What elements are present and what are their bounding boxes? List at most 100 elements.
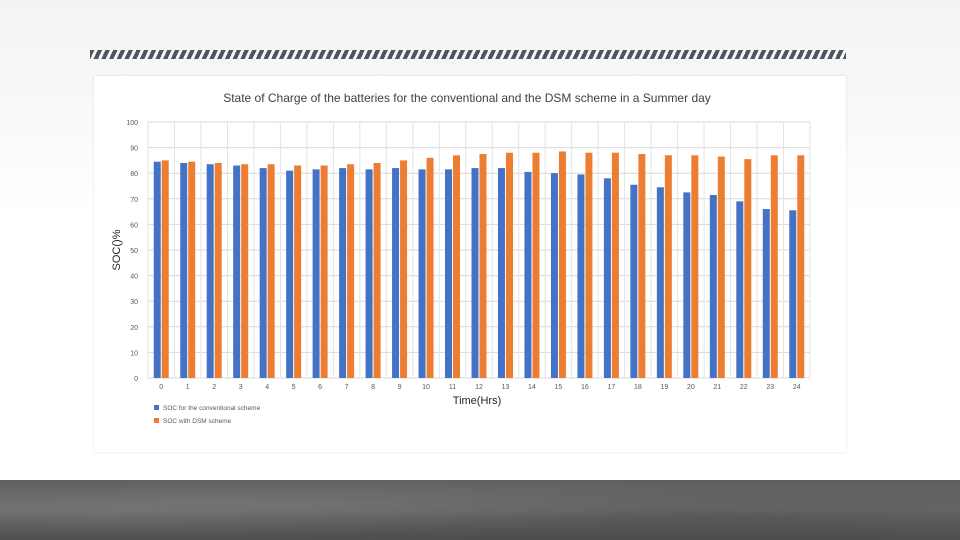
legend-swatch [154,405,159,410]
x-tick-label: 20 [687,384,695,391]
y-tick-label: 80 [130,171,138,178]
bar-series-1-4 [259,168,267,378]
bar-series-1-8 [365,169,373,378]
bar-series-1-22 [736,201,744,378]
bar-series-1-15 [550,173,558,378]
x-tick-label: 13 [502,384,510,391]
x-tick-label: 5 [292,384,296,391]
bar-series-2-18 [638,154,646,378]
legend-label: SOC with DSM scheme [163,418,232,425]
x-tick-label: 11 [449,384,456,391]
bar-series-2-11 [453,155,461,378]
bar-series-1-19 [656,187,664,378]
y-tick-label: 40 [130,274,138,281]
x-tick-label: 15 [555,384,563,391]
bar-series-1-3 [233,165,241,378]
y-axis-label: SOC()% [111,229,123,270]
bar-series-1-6 [312,169,320,378]
bar-series-2-16 [585,152,593,378]
bar-series-2-22 [744,159,752,378]
bar-series-2-23 [770,155,778,378]
x-tick-label: 6 [318,384,322,391]
x-tick-label: 18 [634,384,642,391]
bar-series-1-10 [418,169,426,378]
bar-series-2-7 [347,164,355,378]
bar-series-1-1 [180,162,188,378]
x-tick-label: 9 [398,384,402,391]
chart-gridlines [147,121,811,379]
y-axis-tick-labels: 0 10 20 30 40 50 60 70 80 90 100 [126,120,138,383]
bar-series-1-14 [524,171,532,378]
bar-series-1-16 [577,174,585,378]
x-tick-label: 24 [793,384,801,391]
bar-series-1-7 [339,168,347,378]
bar-series-2-0 [161,160,169,378]
bar-series-2-9 [400,160,408,378]
x-tick-label: 16 [581,384,589,391]
bar-series-1-11 [445,169,453,378]
bar-series-2-14 [532,152,540,378]
bar-series-2-21 [717,156,725,378]
y-tick-label: 50 [130,248,138,255]
bar-series-1-21 [709,194,717,378]
bar-series-1-12 [471,168,479,378]
bar-series-1-0 [153,161,161,378]
bar-series-1-20 [683,192,691,378]
bar-series-2-13 [505,152,513,378]
legend-label: SOC for the conventional scheme [163,405,261,412]
y-tick-label: 0 [134,376,138,383]
bar-series-1-2 [206,164,214,378]
x-axis-tick-labels: 0 1 2 3 4 5 6 7 8 9 10 11 12 13 14 15 16 17 18 19 20 21 22 23 24 [159,384,800,391]
y-tick-label: 90 [130,146,138,153]
bar-series-2-8 [373,162,381,378]
y-tick-label: 20 [130,325,138,332]
decorative-hatch-band [90,50,846,59]
x-tick-label: 4 [265,384,269,391]
chart-title: State of Charge of the batteries for the… [223,91,711,105]
x-tick-label: 8 [371,384,375,391]
x-tick-label: 12 [475,384,483,391]
bar-series-1-18 [630,184,638,378]
x-tick-label: 10 [422,384,430,391]
x-tick-label: 7 [345,384,349,391]
bar-series-1-17 [603,178,611,378]
bar-series-2-5 [294,165,302,378]
bar-series-2-2 [214,162,222,378]
x-tick-label: 14 [528,384,536,391]
bar-series-1-13 [497,168,505,378]
bar-series-2-15 [558,151,566,378]
bar-series-2-20 [691,155,699,378]
bar-series-2-10 [426,157,434,378]
x-tick-label: 0 [159,384,163,391]
y-tick-label: 60 [130,222,138,229]
bar-series-2-24 [797,155,805,378]
x-tick-label: 2 [212,384,216,391]
x-tick-label: 22 [740,384,748,391]
bar-series-2-12 [479,154,487,378]
bar-series-1-23 [762,209,770,378]
y-tick-label: 30 [130,299,138,306]
x-tick-label: 1 [186,384,190,391]
x-tick-label: 23 [766,384,774,391]
chart-bars [153,151,805,378]
bar-series-2-17 [611,152,619,378]
legend-swatch [154,418,159,423]
bar-series-2-1 [188,161,196,378]
y-tick-label: 10 [130,350,138,357]
x-axis-label: Time(Hrs) [453,395,501,407]
bar-series-2-19 [664,155,672,378]
chart-legend: SOC for the conventional scheme SOC with … [154,405,261,425]
bar-series-2-4 [267,164,275,378]
x-tick-label: 3 [239,384,243,391]
y-tick-label: 100 [126,120,138,127]
x-tick-label: 21 [713,384,721,391]
x-tick-label: 19 [660,384,668,391]
y-tick-label: 70 [130,197,138,204]
bar-series-1-24 [789,210,797,378]
bar-series-2-3 [241,164,249,378]
bar-series-1-5 [286,170,294,378]
x-tick-label: 17 [608,384,616,391]
bar-series-2-6 [320,165,328,378]
concrete-floor-background [0,480,960,540]
